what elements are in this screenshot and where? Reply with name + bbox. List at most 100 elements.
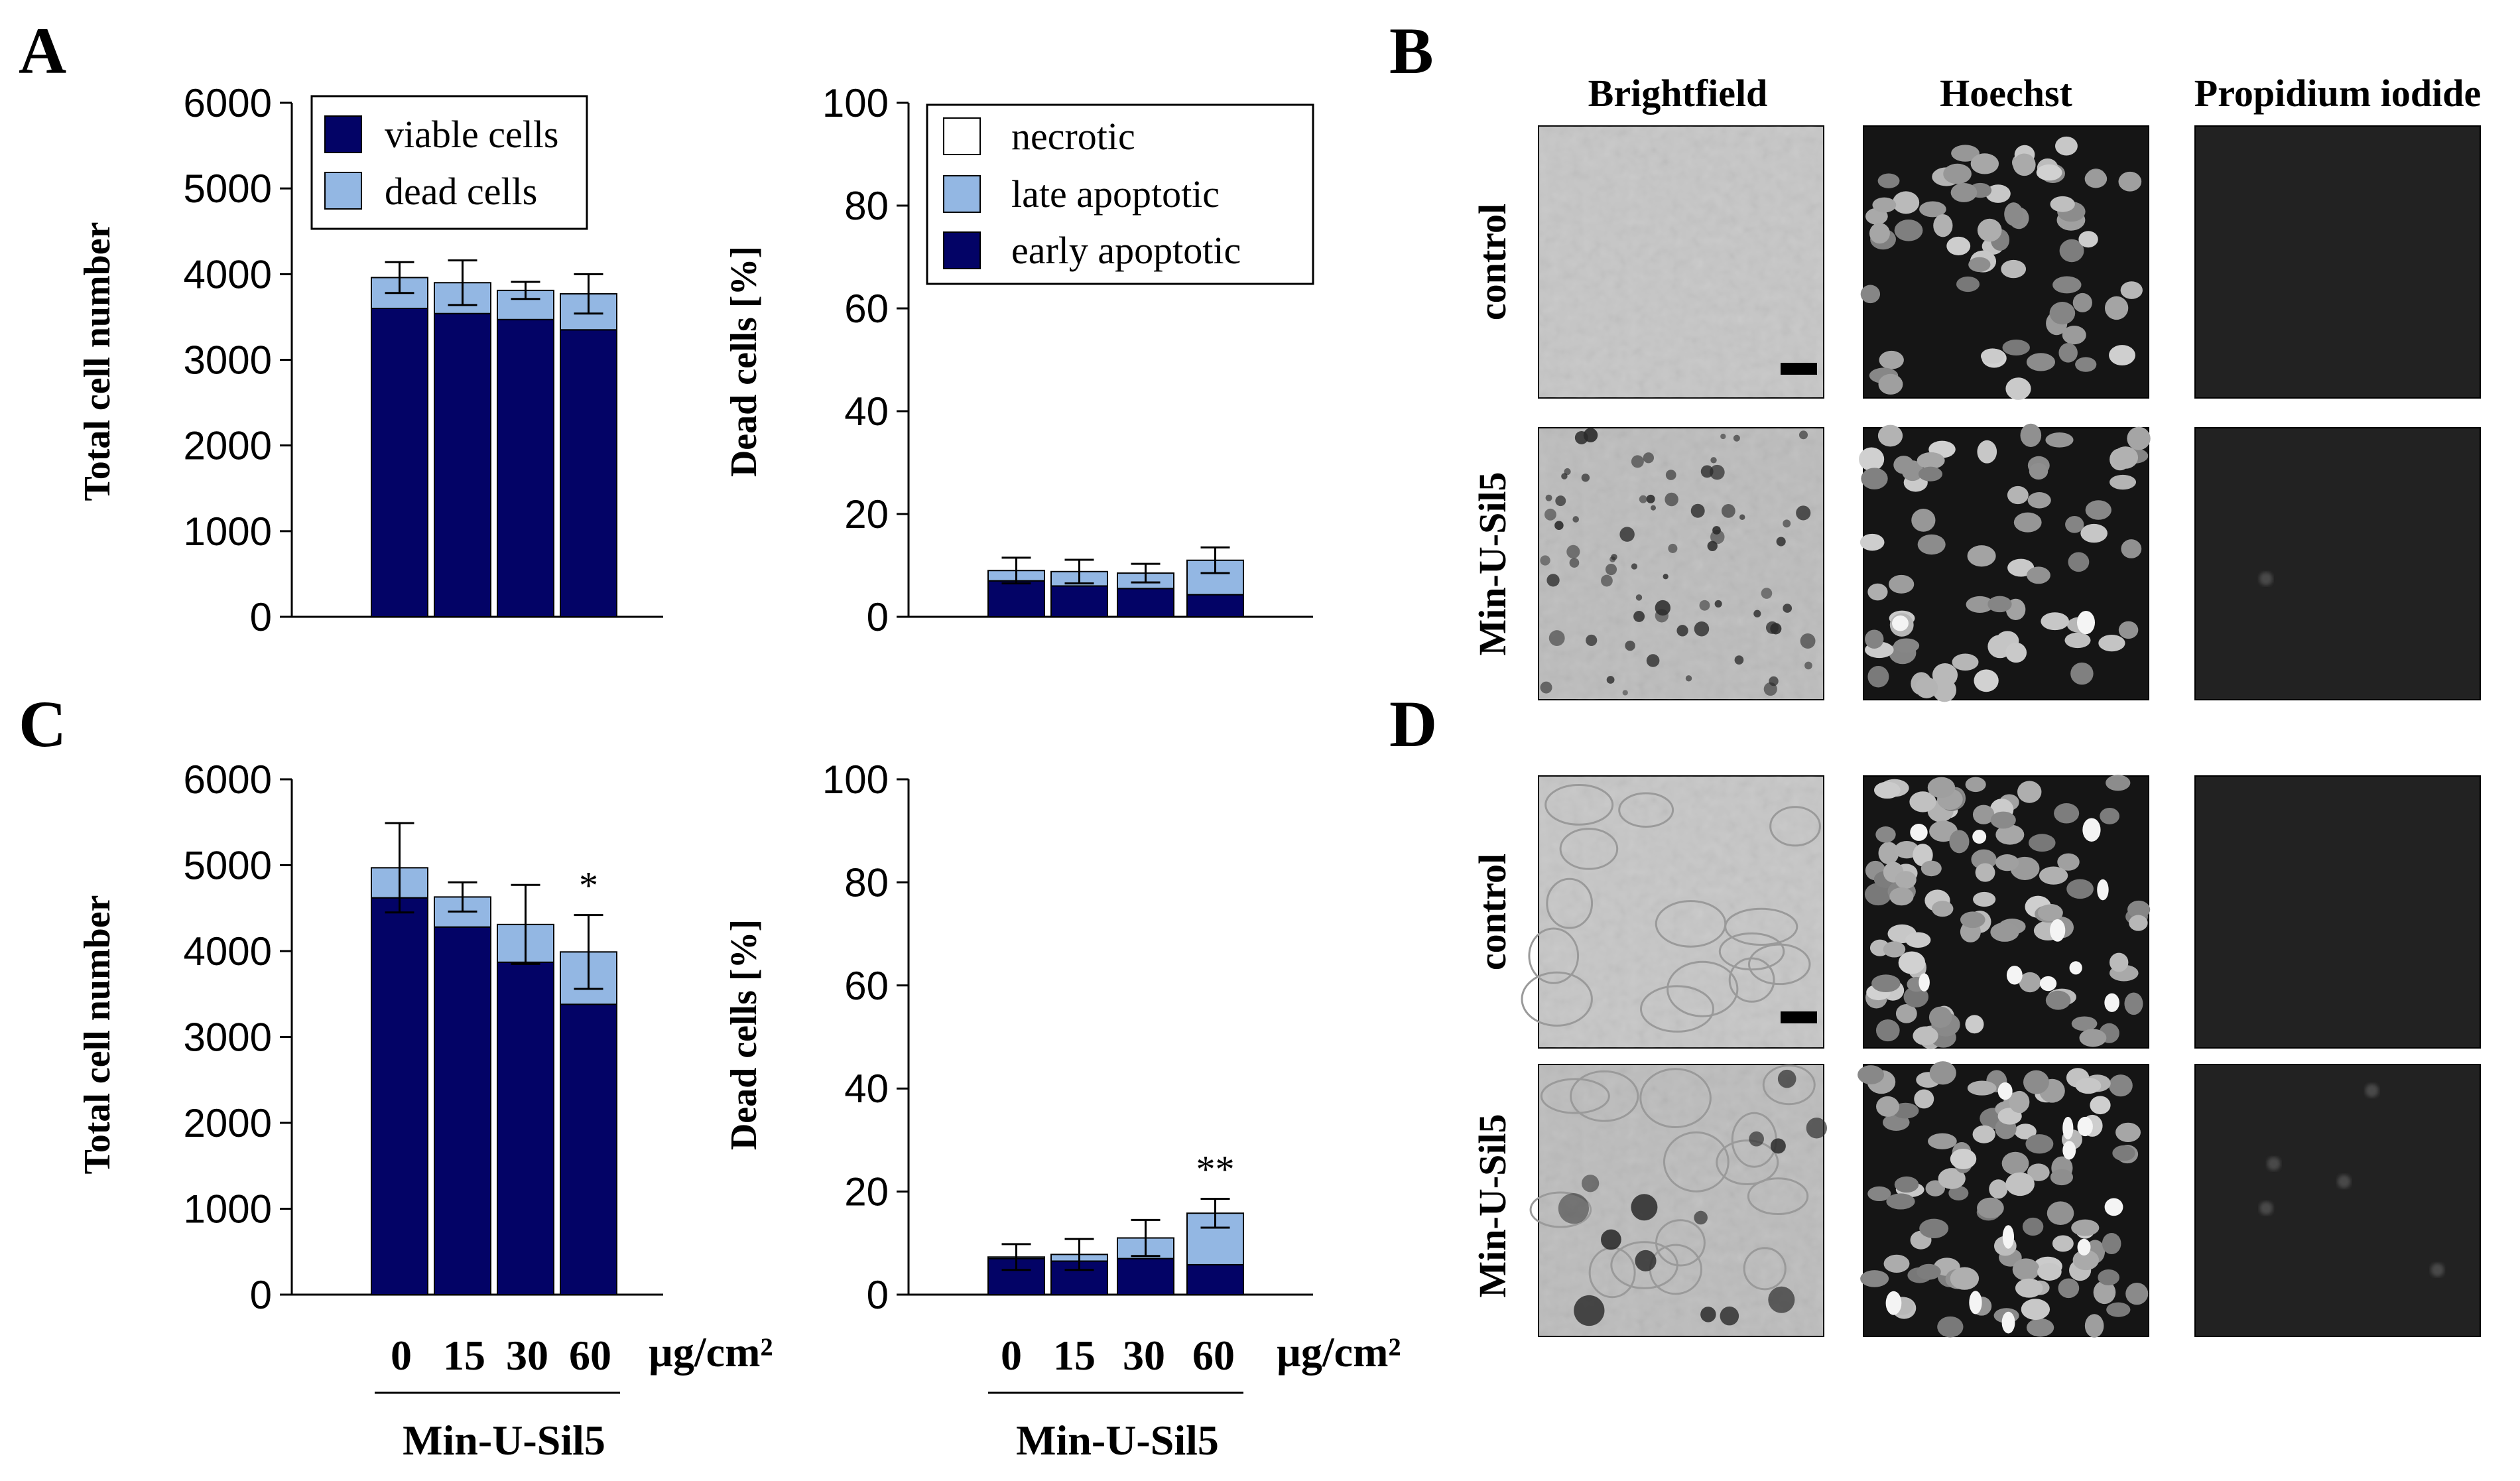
nucleus <box>2112 1145 2135 1161</box>
particle <box>1753 610 1761 617</box>
cell-outline <box>1529 1191 1592 1228</box>
bright-nucleus <box>1919 973 1930 992</box>
particle <box>1663 574 1669 580</box>
particle <box>1776 537 1786 547</box>
nucleus <box>2037 904 2063 921</box>
x-tick-label: 30 <box>506 1332 548 1379</box>
cell-outline <box>1540 1078 1610 1114</box>
nucleus <box>2027 1163 2050 1181</box>
particle <box>1710 529 1725 545</box>
nucleus <box>1919 1218 1949 1238</box>
nucleus <box>2064 632 2091 649</box>
nucleus <box>2102 1232 2121 1255</box>
cell-outline <box>1521 971 1593 1027</box>
y-tick-label: 40 <box>844 389 889 434</box>
nucleus <box>1901 460 1924 482</box>
nucleus <box>2121 539 2142 558</box>
x-axis-labels-c-left: 0 15 30 60 µg/cm² Min-U-Sil5 <box>375 1328 773 1464</box>
bright-nucleus <box>2001 1311 2015 1334</box>
particle <box>1721 504 1735 518</box>
nucleus <box>1877 424 1903 447</box>
y-tick-label: 4000 <box>184 252 272 296</box>
nucleus <box>2118 621 2139 639</box>
nucleus <box>2080 523 2108 543</box>
nucleus <box>2013 512 2042 533</box>
particle <box>1558 1192 1590 1224</box>
image-background <box>2194 427 2481 700</box>
particle <box>1574 430 1588 444</box>
nucleus <box>2055 136 2078 156</box>
bright-nucleus <box>2062 1141 2076 1160</box>
nucleus <box>1918 466 1943 482</box>
particle <box>1639 495 1647 503</box>
column-header-brightfield: Brightfield <box>1588 72 1768 115</box>
bar-viable-cells-15 <box>434 926 491 1295</box>
particle <box>1572 516 1580 523</box>
particle <box>1665 492 1678 507</box>
nucleus <box>1974 669 1999 692</box>
bar-viable-cells-30 <box>497 318 554 617</box>
nucleus <box>2057 853 2080 871</box>
x-tick-label: 0 <box>1001 1332 1022 1379</box>
cell-outline <box>1667 960 1739 1017</box>
nucleus <box>1938 1168 1966 1189</box>
nucleus <box>2108 1074 2133 1097</box>
particle <box>1710 457 1717 464</box>
nucleus <box>1977 440 1997 464</box>
nucleus <box>1977 218 2002 242</box>
pi-signal <box>2430 1263 2444 1277</box>
micrograph-hoechst-2 <box>1863 775 2151 1049</box>
legend-swatch-necrotic <box>943 117 981 155</box>
particle <box>1720 433 1726 440</box>
legend-label-necrotic: necrotic <box>1011 115 1135 158</box>
nucleus <box>2021 1299 2050 1320</box>
nucleus <box>2072 1250 2100 1271</box>
nucleus <box>2113 446 2139 469</box>
bright-nucleus <box>1885 1291 1902 1315</box>
nucleus <box>1932 678 1956 702</box>
bright-nucleus <box>2097 879 2109 901</box>
nucleus <box>1929 1061 1956 1085</box>
y-tick-label: 60 <box>844 964 889 1008</box>
x-unit-label: µg/cm² <box>1277 1328 1401 1376</box>
bar-early-apoptotic-60 <box>1186 594 1244 617</box>
nucleus <box>2001 259 2027 279</box>
nucleus <box>1872 197 1897 213</box>
nucleus <box>2050 196 2075 212</box>
nucleus <box>2072 292 2092 312</box>
bar-viable-cells-60 <box>560 1003 617 1296</box>
nucleus <box>1858 1065 1885 1084</box>
nucleus <box>2084 169 2108 188</box>
cell-outline <box>1570 1070 1639 1122</box>
nucleus <box>2028 834 2056 852</box>
nucleus <box>1946 236 1971 255</box>
cell-outline <box>1639 985 1715 1033</box>
nucleus <box>2025 1134 2054 1154</box>
bar-early-apoptotic-30 <box>1117 588 1174 617</box>
particle <box>1651 505 1657 511</box>
micrograph-pi-3 <box>2194 1064 2481 1337</box>
nucleus <box>2059 239 2084 263</box>
nucleus <box>1977 1197 2004 1218</box>
nucleus <box>2079 1029 2107 1047</box>
particle <box>1770 1138 1786 1154</box>
nucleus <box>1950 182 1978 202</box>
legend-swatch-late <box>943 175 981 213</box>
x-tick-label: 15 <box>443 1332 485 1379</box>
cell-outline <box>1743 1247 1787 1291</box>
nucleus <box>1975 863 1995 882</box>
particle <box>1569 558 1580 568</box>
nucleus <box>2106 1302 2131 1317</box>
nucleus <box>2075 357 2097 372</box>
cell-outline <box>1716 1139 1779 1186</box>
nucleus <box>1914 1089 1934 1109</box>
nucleus <box>1867 1186 1891 1202</box>
bar-viable-cells-30 <box>497 961 554 1295</box>
bar-early-apoptotic-15 <box>1050 585 1108 617</box>
nucleus <box>1952 653 1979 671</box>
particle <box>1768 1286 1795 1313</box>
particle <box>1700 1307 1716 1322</box>
image-background <box>2194 125 2481 399</box>
nucleus <box>2075 1077 2102 1094</box>
nucleus <box>2047 1201 2074 1226</box>
